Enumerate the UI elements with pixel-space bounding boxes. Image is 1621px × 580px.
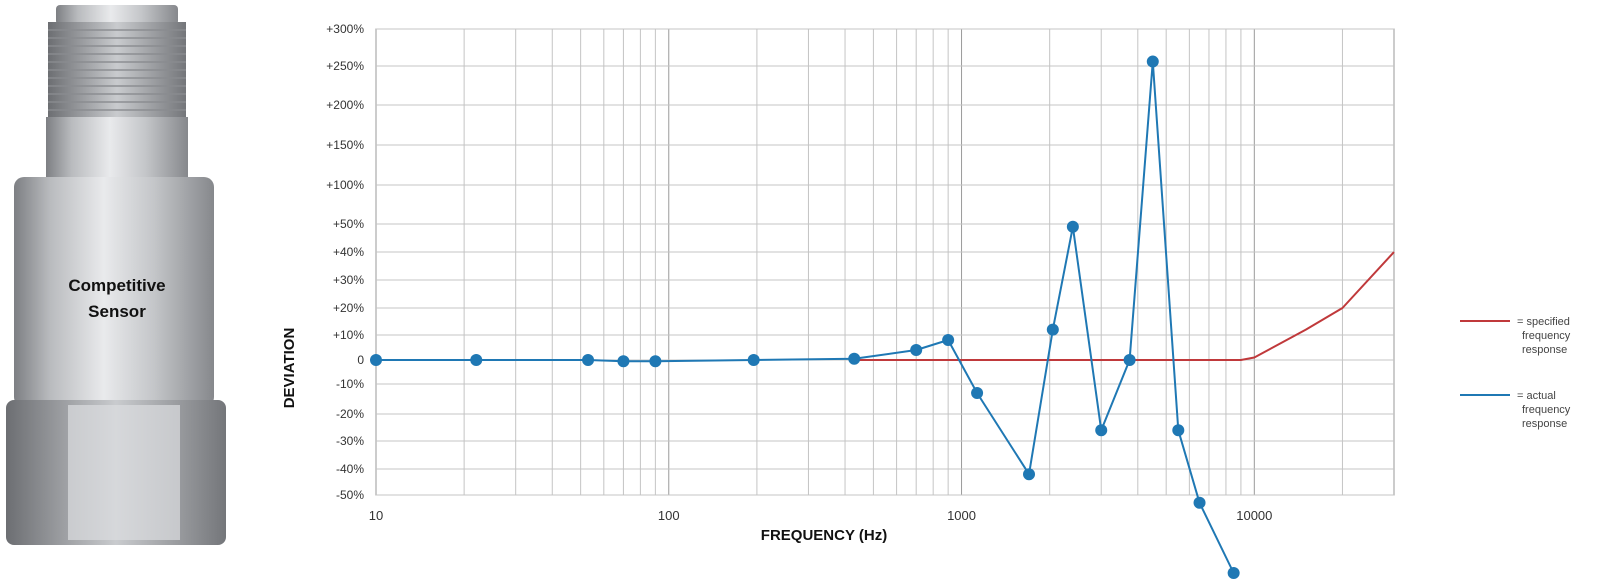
y-axis-label: DEVIATION: [281, 328, 298, 409]
y-tick-label: +300%: [326, 22, 364, 36]
x-axis-ticks: 10 100 1000 10000: [369, 508, 1273, 523]
data-point-actual: [1193, 496, 1206, 509]
sensor-illustration: Competitive Sensor: [6, 5, 226, 545]
data-point-actual: [370, 354, 382, 366]
chart-grid: [375, 28, 1395, 496]
y-axis-ticks: +300% +250% +200% +150% +100% +50% +40% +30% +20…: [326, 22, 364, 502]
data-point-actual: [582, 354, 595, 366]
data-point-actual: [910, 344, 923, 356]
legend-item-actual: = actual frequency response: [1460, 390, 1573, 430]
x-tick-label: 10000: [1236, 508, 1272, 523]
series-actual-line: [376, 60, 1235, 574]
legend-label-actual: = actual frequency response: [1517, 390, 1573, 430]
data-point-actual: [1066, 220, 1079, 233]
data-point-actual: [971, 387, 984, 399]
chart-series: [370, 55, 1395, 579]
y-tick-label: -10%: [336, 377, 364, 391]
x-tick-label: 10: [369, 508, 383, 523]
data-point-actual: [1095, 424, 1108, 437]
x-axis-label: FREQUENCY (Hz): [761, 527, 887, 544]
data-point-actual: [649, 355, 662, 368]
x-tick-label: 100: [658, 508, 680, 523]
y-tick-label: +40%: [333, 245, 364, 259]
y-tick-label: +30%: [333, 273, 364, 287]
legend-label-specified: = specified frequency response: [1517, 316, 1573, 356]
sensor-hex-base: [6, 400, 226, 545]
y-tick-label: -40%: [336, 462, 364, 476]
y-tick-label: +20%: [333, 301, 364, 315]
y-tick-label: 0: [357, 353, 364, 367]
x-tick-label: 1000: [947, 508, 976, 523]
series-specified-line: [854, 251, 1395, 361]
y-tick-label: -20%: [336, 407, 364, 421]
y-tick-label: +200%: [326, 98, 364, 112]
y-tick-label: -30%: [336, 434, 364, 448]
data-point-actual: [1172, 424, 1185, 437]
sensor-body: [14, 177, 214, 407]
data-point-actual: [1123, 354, 1136, 366]
y-tick-label: +250%: [326, 59, 364, 73]
sensor-connector: [46, 5, 188, 177]
data-point-actual: [617, 355, 630, 368]
data-point-actual: [848, 352, 861, 365]
sensor-label-line2: Sensor: [88, 302, 146, 321]
data-point-actual: [1046, 323, 1059, 336]
data-point-actual: [747, 354, 760, 366]
frequency-response-chart: +300% +250% +200% +150% +100% +50% +40% +30% +20…: [281, 22, 1395, 579]
y-tick-label: -50%: [336, 488, 364, 502]
y-tick-label: +100%: [326, 178, 364, 192]
data-point-actual: [1227, 567, 1240, 579]
data-point-actual: [1023, 468, 1036, 481]
y-tick-label: +150%: [326, 138, 364, 152]
y-tick-label: +50%: [333, 217, 364, 231]
data-point-actual: [1146, 55, 1159, 68]
chart-legend: = specified frequency response = actual …: [1460, 316, 1573, 430]
sensor-label-line1: Competitive: [68, 276, 165, 295]
data-point-actual: [942, 334, 955, 346]
legend-item-specified: = specified frequency response: [1460, 316, 1573, 356]
data-point-actual: [470, 354, 483, 366]
y-tick-label: +10%: [333, 328, 364, 342]
